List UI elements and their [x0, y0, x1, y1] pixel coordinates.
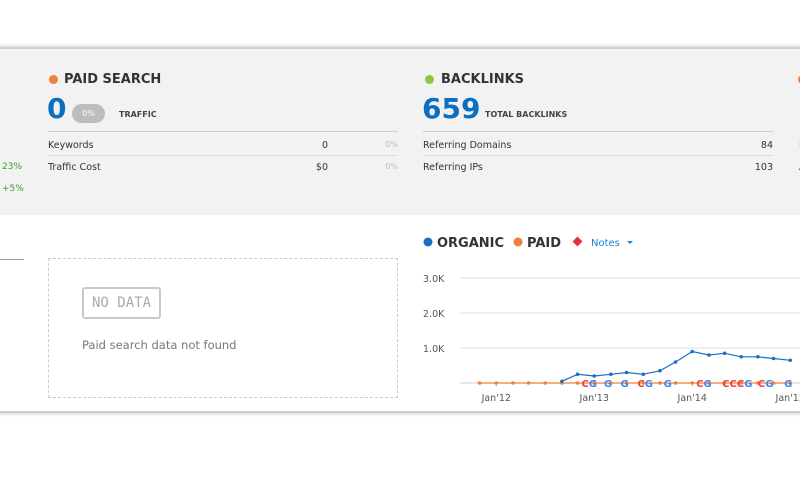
no-data-badge: NO DATA [82, 287, 162, 319]
series-point [658, 381, 662, 385]
summary-area: 23% +5% PAID SEARCH 0 0% TRAFFIC Keyword… [0, 49, 800, 215]
row-value: $0 [315, 162, 328, 173]
note-marker[interactable]: CG [637, 379, 653, 390]
series-point [592, 381, 597, 385]
legend-dot [423, 237, 433, 247]
series-point [494, 381, 499, 385]
series-point [543, 381, 548, 385]
caret [627, 241, 633, 244]
series-point [560, 379, 564, 384]
series-point [641, 372, 646, 377]
row-value: 0 [321, 140, 328, 151]
separator [0, 259, 24, 260]
label: TRAFFIC [119, 110, 157, 119]
series-point [771, 356, 776, 361]
no-data-box: NO DATA Paid search data not found [48, 258, 398, 398]
series-point [609, 381, 613, 385]
x-tick-label: Jan'14 [677, 393, 707, 404]
notes-toggle[interactable]: Notes [591, 238, 620, 249]
series-point [673, 381, 678, 385]
series-point [690, 381, 695, 385]
note-marker[interactable]: CG [696, 379, 712, 390]
legend-label: PAID [527, 236, 561, 251]
series-point [739, 381, 744, 385]
separator [48, 155, 398, 156]
series-point [477, 381, 482, 385]
row-share: 0% [385, 162, 398, 171]
series-point [707, 353, 711, 357]
change: +5% [2, 184, 24, 194]
row-label[interactable]: Referring IPs [423, 162, 483, 173]
dot [49, 75, 58, 84]
series-point [624, 370, 629, 375]
legend-label: ORGANIC [437, 236, 504, 251]
row-label[interactable]: Referring Domains [423, 140, 512, 151]
notes-icon [572, 236, 583, 247]
note-marker[interactable]: CG [582, 379, 598, 390]
section-title[interactable]: PAID SEARCH [64, 72, 162, 87]
series-point [592, 374, 597, 378]
series-point [756, 381, 760, 385]
series-point [575, 381, 580, 385]
y-tick-label: 1.0K [423, 344, 445, 355]
row-label: Traffic Cost [48, 162, 101, 173]
note-marker[interactable]: G [784, 379, 792, 390]
x-tick-label: Jan'13 [579, 393, 609, 404]
dot [798, 75, 800, 84]
y-tick-label: 2.0K [423, 309, 445, 320]
no-data-message: Paid search data not found [82, 338, 237, 352]
row-value: 84 [760, 140, 773, 151]
y-tick-label: 3.0K [423, 274, 445, 285]
note-marker[interactable]: CG [758, 379, 774, 390]
note-marker[interactable]: G [664, 379, 672, 390]
separator [423, 131, 773, 132]
series-point [575, 372, 580, 377]
note-marker[interactable]: CCCG [722, 379, 752, 390]
badge: 0% [72, 104, 105, 123]
series-point [722, 351, 727, 356]
series-point [788, 381, 793, 385]
section-title[interactable]: BACKLINKS [441, 72, 525, 87]
separator [423, 155, 773, 156]
legend-dot [513, 237, 523, 247]
series-point [511, 381, 515, 385]
row-share: 0% [385, 140, 398, 149]
series-point [690, 349, 695, 354]
big-value[interactable]: 0 [47, 92, 67, 125]
dashboard-panel: 23% +5% PAID SEARCH 0 0% TRAFFIC Keyword… [0, 47, 800, 413]
series-point [609, 372, 613, 377]
series-point [624, 381, 629, 385]
x-tick-label: Jan'12 [481, 393, 511, 404]
series-point [673, 360, 678, 364]
series-point [756, 354, 760, 359]
row-label: Keywords [48, 140, 94, 151]
series-line [561, 350, 791, 382]
series-point [739, 354, 744, 359]
series-point [641, 381, 646, 385]
label: TOTAL BACKLINKS [485, 110, 568, 119]
note-marker[interactable]: G [621, 379, 629, 390]
change: 23% [2, 162, 23, 172]
series-point [707, 381, 711, 385]
series-point [658, 368, 662, 373]
big-value[interactable]: 659 [422, 92, 481, 125]
series-point [788, 358, 793, 363]
series-point [771, 381, 776, 385]
row-value: 103 [754, 162, 773, 173]
x-tick-label: Jan'15 [775, 393, 800, 404]
separator [48, 131, 398, 132]
series-point [722, 381, 727, 385]
note-marker[interactable]: G [604, 379, 612, 390]
series-point [526, 381, 531, 385]
dot [425, 75, 434, 84]
